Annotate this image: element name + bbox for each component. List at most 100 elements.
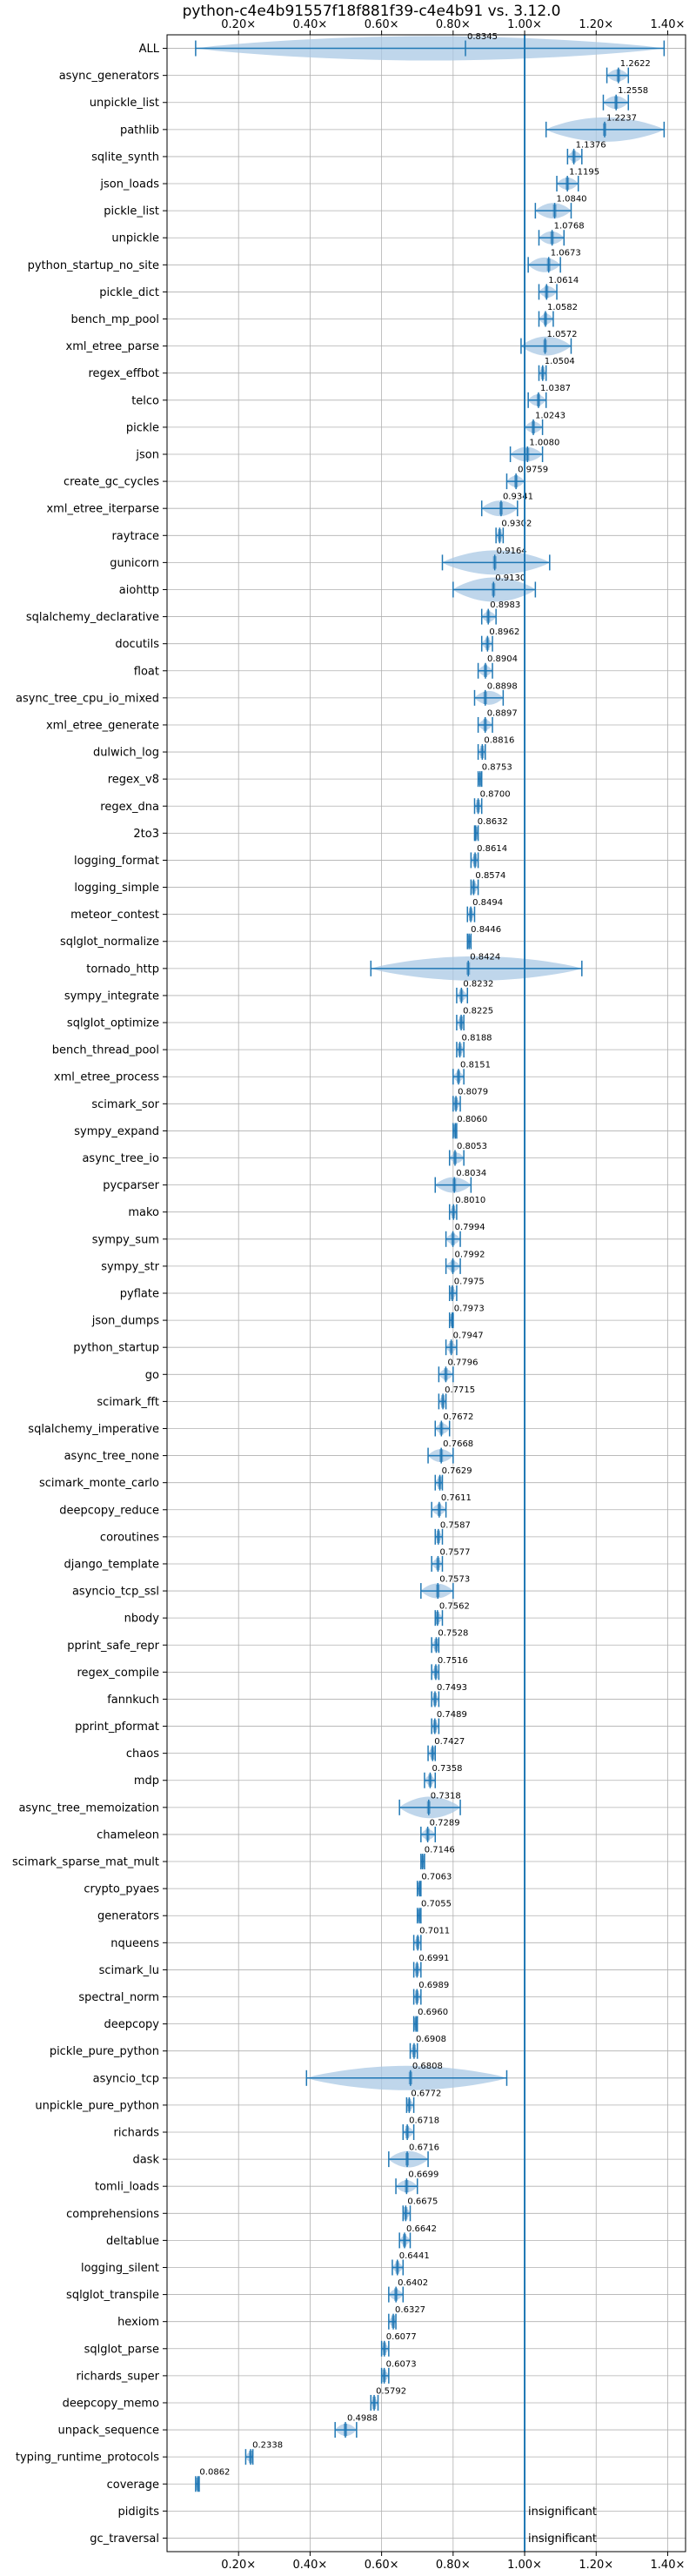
median-box [436,1557,440,1571]
value-label: 0.8034 [456,1169,486,1178]
median-box [412,2044,416,2057]
median-box [428,1774,432,1787]
benchmark-row: deepcopy_reduce 0.7611 [59,1493,472,1518]
median-box [417,1909,421,1922]
benchmark-label: comprehensions [66,2208,159,2221]
benchmark-row: sympy_expand 0.8060 [74,1115,487,1139]
benchmark-row: xml_etree_parse 1.0572 [66,330,578,356]
median-box [372,2396,377,2410]
benchmark-label: dask [132,2154,159,2167]
benchmark-row: gc_traversal insignificant [90,2532,597,2546]
value-label: 0.7577 [439,1547,470,1557]
benchmark-label: json [135,449,159,462]
benchmark-row: sympy_sum 0.7994 [92,1223,485,1247]
benchmark-label: django_template [64,1558,159,1571]
benchmark-row: python_startup_no_site 1.0673 [28,249,581,273]
benchmark-label: xml_etree_parse [66,340,159,353]
benchmark-row: spectral_norm 0.6989 [78,1981,449,2005]
benchmark-row: sqlalchemy_declarative 0.8983 [26,600,520,625]
x-tick-label-top: 1.00× [507,18,542,31]
benchmark-label: scimark_sor [91,1098,159,1111]
value-label: 0.6989 [418,1981,449,1990]
value-label: 0.8700 [480,790,511,800]
value-label: 0.8060 [457,1115,487,1124]
value-label: 0.8225 [463,1006,493,1016]
benchmark-row: bench_thread_pool 0.8188 [52,1034,492,1058]
value-label: 0.7318 [431,1791,461,1801]
benchmark-row: pprint_safe_repr 0.7528 [67,1629,468,1654]
median-box [439,1422,444,1435]
benchmark-label: bench_thread_pool [52,1044,159,1057]
median-box [472,881,476,894]
value-label: 0.8446 [471,925,501,935]
benchmark-label: telco [131,394,159,407]
benchmark-row: tomli_loads 0.6699 [95,2170,438,2195]
value-label: 0.9759 [518,466,548,475]
benchmark-label: async_tree_cpu_io_mixed [16,692,159,705]
benchmark-label: asyncio_tcp_ssl [72,1586,159,1599]
value-label: 1.1195 [569,167,599,177]
median-box [450,1313,454,1327]
median-box [457,1070,461,1083]
value-label: 0.7973 [454,1305,485,1314]
value-label: 0.6642 [406,2224,437,2234]
value-label: 0.6675 [407,2197,438,2207]
median-box [492,583,496,596]
value-label: 0.8898 [487,681,518,691]
benchmark-row: create_gc_cycles 0.9759 [64,466,548,490]
benchmark-row: json_dumps 0.7973 [91,1305,485,1329]
median-box [478,772,482,786]
benchmark-row: unpickle_pure_python 0.6772 [35,2089,441,2113]
x-tick-label-top: 1.20× [579,18,613,31]
value-label: 0.8188 [462,1034,492,1043]
value-label: 0.7516 [438,1656,468,1666]
median-box [394,2288,398,2301]
benchmark-row: pickle 1.0243 [126,411,566,435]
median-box [426,1801,431,1815]
value-label: 0.2338 [252,2441,283,2451]
benchmark-row: pickle_pure_python 0.6908 [50,2035,446,2059]
median-box [453,1151,458,1164]
median-box [483,691,487,705]
median-box [418,1882,422,1895]
value-label: 0.0862 [199,2468,230,2478]
benchmark-row: meteor_contest 0.8494 [70,898,503,922]
median-box [469,908,473,921]
benchmark-row: xml_etree_iterparse 0.9341 [46,493,533,517]
benchmark-row: mako 0.8010 [128,1196,485,1220]
value-label: 1.0387 [540,384,571,393]
median-box [439,1449,444,1462]
median-box [459,1016,464,1030]
median-box [451,1259,455,1273]
value-label: 1.0673 [551,249,581,258]
value-label: 1.0582 [547,303,578,312]
median-box [546,258,551,272]
benchmark-row: deepcopy_memo 0.5792 [63,2386,406,2411]
benchmark-label: unpickle_list [90,97,159,110]
benchmark-row: generators 0.7055 [97,1900,452,1924]
benchmark-row: regex_compile 0.7516 [77,1656,468,1680]
benchmark-row: python_startup 0.7947 [73,1332,484,1356]
benchmark-row: typing_runtime_protocols 0.2338 [16,2441,283,2465]
median-box [425,1828,430,1841]
x-tick-label-top: 0.40× [292,18,327,31]
value-label: 0.7587 [440,1520,471,1530]
median-box [431,1747,435,1760]
value-label: 0.7992 [454,1250,485,1259]
benchmark-row: json_loads 1.1195 [99,167,599,192]
benchmark-label: mdp [134,1774,159,1788]
benchmark-row: pprint_pformat 0.7489 [75,1710,467,1734]
median-box [572,150,576,164]
benchmark-row: regex_v8 0.8753 [108,763,512,788]
value-label: 1.0768 [554,222,585,231]
median-box [459,989,464,1003]
benchmark-label: scimark_monte_carlo [39,1477,159,1490]
benchmark-label: meteor_contest [70,909,159,922]
benchmark-label: richards [114,2127,160,2140]
x-tick-label-bottom: 1.40× [651,2559,686,2572]
value-label: 1.0080 [529,438,559,447]
value-label: 0.8151 [460,1061,491,1070]
benchmark-row: asyncio_tcp_ssl 0.7573 [72,1574,470,1600]
median-box [420,1855,425,1868]
benchmark-row: hexiom 0.6327 [117,2305,425,2330]
